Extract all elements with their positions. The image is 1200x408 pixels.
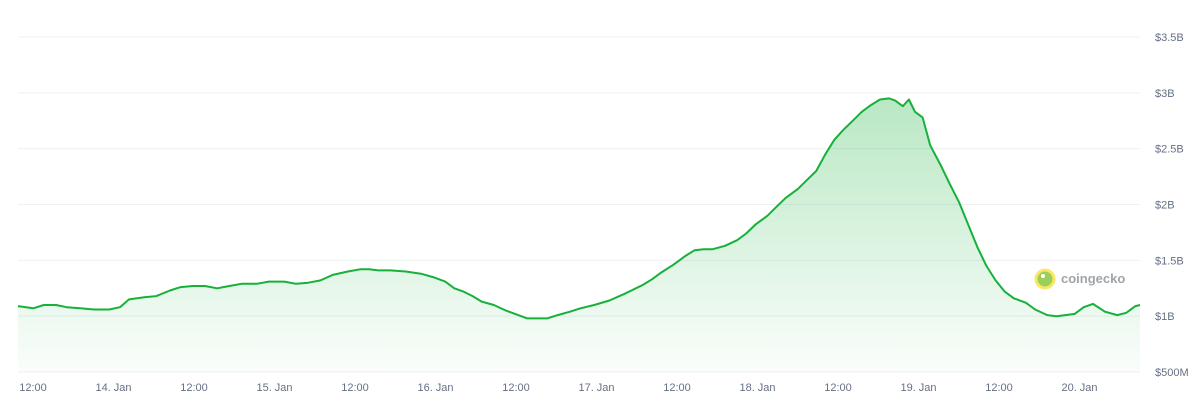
x-tick-label: 12:00 [663, 382, 691, 394]
x-tick-label: 20. Jan [1061, 382, 1097, 394]
y-tick-label: $500M [1155, 367, 1189, 379]
y-tick-label: $2.5B [1155, 144, 1184, 156]
x-tick-label: 15. Jan [256, 382, 292, 394]
series-area [18, 98, 1140, 373]
x-tick-label: 18. Jan [739, 382, 775, 394]
x-tick-label: 12:00 [19, 382, 47, 394]
y-tick-label: $3.5B [1155, 32, 1184, 44]
x-tick-label: 12:00 [502, 382, 530, 394]
x-tick-label: 12:00 [824, 382, 852, 394]
x-tick-label: 12:00 [180, 382, 208, 394]
x-tick-label: 17. Jan [578, 382, 614, 394]
x-tick-label: 16. Jan [417, 382, 453, 394]
y-tick-label: $2B [1155, 200, 1175, 212]
y-tick-label: $1B [1155, 311, 1175, 323]
x-tick-label: 19. Jan [900, 382, 936, 394]
gecko-logo-icon [1034, 268, 1056, 290]
x-axis-ticks: 12:00 14. Jan 12:00 15. Jan 12:00 16. Jan 12:0… [19, 382, 1097, 394]
x-tick-label: 12:00 [985, 382, 1013, 394]
y-tick-label: $1.5B [1155, 255, 1184, 267]
x-tick-label: 14. Jan [95, 382, 131, 394]
y-axis-ticks: $3.5B $3B $2.5B $2B $1.5B $1B $500M [1155, 32, 1189, 379]
gecko-eye-icon [1041, 274, 1045, 278]
watermark-text: coingecko [1061, 271, 1125, 286]
x-tick-label: 12:00 [341, 382, 369, 394]
coingecko-watermark: coingecko [1034, 268, 1125, 290]
y-tick-label: $3B [1155, 88, 1175, 100]
series-line [17, 97, 1141, 320]
